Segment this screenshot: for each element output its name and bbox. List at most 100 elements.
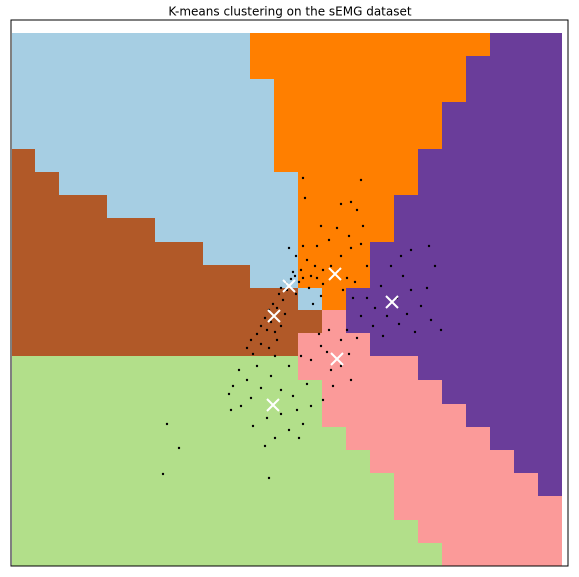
- data-point: [341, 288, 345, 292]
- data-point: [361, 224, 365, 228]
- data-point: [311, 302, 315, 306]
- data-point: [319, 224, 323, 228]
- data-point: [301, 422, 305, 426]
- data-point: [349, 378, 353, 382]
- data-point: [365, 264, 369, 268]
- data-point: [279, 286, 283, 290]
- data-point: [315, 276, 319, 280]
- data-point: [279, 388, 283, 392]
- region-green: [12, 356, 442, 566]
- centroid: [385, 295, 399, 309]
- chart-title: K-means clustering on the sEMG dataset: [168, 5, 411, 19]
- data-point: [299, 268, 303, 272]
- data-point: [279, 324, 283, 328]
- data-point: [263, 444, 267, 448]
- data-point: [269, 320, 273, 324]
- data-point: [319, 294, 323, 298]
- data-point: [245, 378, 249, 382]
- data-point: [263, 316, 267, 320]
- data-point: [429, 318, 433, 322]
- region-pink: [298, 310, 562, 566]
- data-point: [365, 296, 369, 300]
- data-point: [345, 276, 349, 280]
- data-point: [339, 364, 343, 368]
- data-point: [339, 338, 343, 342]
- data-point: [281, 298, 285, 302]
- plot-frame: [10, 19, 569, 567]
- centroid: [267, 309, 281, 323]
- data-point: [321, 398, 325, 402]
- data-point: [297, 280, 301, 284]
- centroid: [282, 279, 296, 293]
- data-point: [351, 296, 355, 300]
- data-point: [409, 248, 413, 252]
- decision-regions: [12, 33, 562, 566]
- data-point: [301, 244, 305, 248]
- data-point: [245, 346, 249, 350]
- data-point: [305, 258, 309, 262]
- data-point: [379, 284, 383, 288]
- data-point: [294, 292, 298, 296]
- data-point: [275, 306, 279, 310]
- data-point: [287, 246, 291, 250]
- data-point: [359, 314, 363, 318]
- data-point: [287, 428, 291, 432]
- data-point: [339, 202, 343, 206]
- data-point: [165, 422, 169, 426]
- data-point: [283, 312, 287, 316]
- data-point: [439, 328, 443, 332]
- data-point: [329, 264, 333, 268]
- region-orange: [250, 33, 490, 310]
- data-point: [309, 274, 313, 278]
- data-point: [255, 332, 259, 336]
- data-point: [231, 384, 235, 388]
- data-point: [273, 354, 277, 358]
- data-point: [371, 324, 375, 328]
- data-point: [345, 328, 349, 332]
- data-point: [347, 352, 351, 356]
- data-point: [401, 274, 405, 278]
- data-point: [161, 472, 165, 476]
- data-point: [267, 476, 271, 480]
- data-point: [347, 234, 351, 238]
- data-point: [355, 208, 359, 212]
- data-point: [271, 302, 275, 306]
- data-point: [309, 358, 313, 362]
- data-point: [419, 304, 423, 308]
- data-point: [405, 312, 409, 316]
- data-point: [381, 334, 385, 338]
- data-point: [313, 264, 317, 268]
- data-point: [321, 268, 325, 272]
- data-point: [227, 392, 231, 396]
- centroid: [328, 267, 342, 281]
- data-point: [291, 394, 295, 398]
- data-point: [349, 246, 353, 250]
- data-point: [273, 436, 277, 440]
- data-point: [329, 368, 333, 372]
- data-point: [295, 408, 299, 412]
- data-point: [237, 368, 241, 372]
- data-point: [385, 314, 389, 318]
- data-point: [249, 338, 253, 342]
- data-point: [287, 364, 291, 368]
- centroid: [330, 352, 344, 366]
- data-point: [413, 330, 417, 334]
- centroid: [266, 398, 280, 412]
- data-point: [229, 408, 233, 412]
- data-point: [349, 200, 353, 204]
- data-point: [279, 412, 283, 416]
- data-point: [325, 350, 329, 354]
- data-point: [251, 352, 255, 356]
- data-point: [275, 338, 279, 342]
- data-point: [373, 306, 377, 310]
- data-point: [255, 364, 259, 368]
- data-point: [307, 286, 311, 290]
- data-point: [427, 244, 431, 248]
- data-point: [294, 254, 298, 258]
- region-purple: [346, 33, 562, 496]
- data-point: [339, 254, 343, 258]
- data-point: [177, 446, 181, 450]
- data-point: [305, 382, 309, 386]
